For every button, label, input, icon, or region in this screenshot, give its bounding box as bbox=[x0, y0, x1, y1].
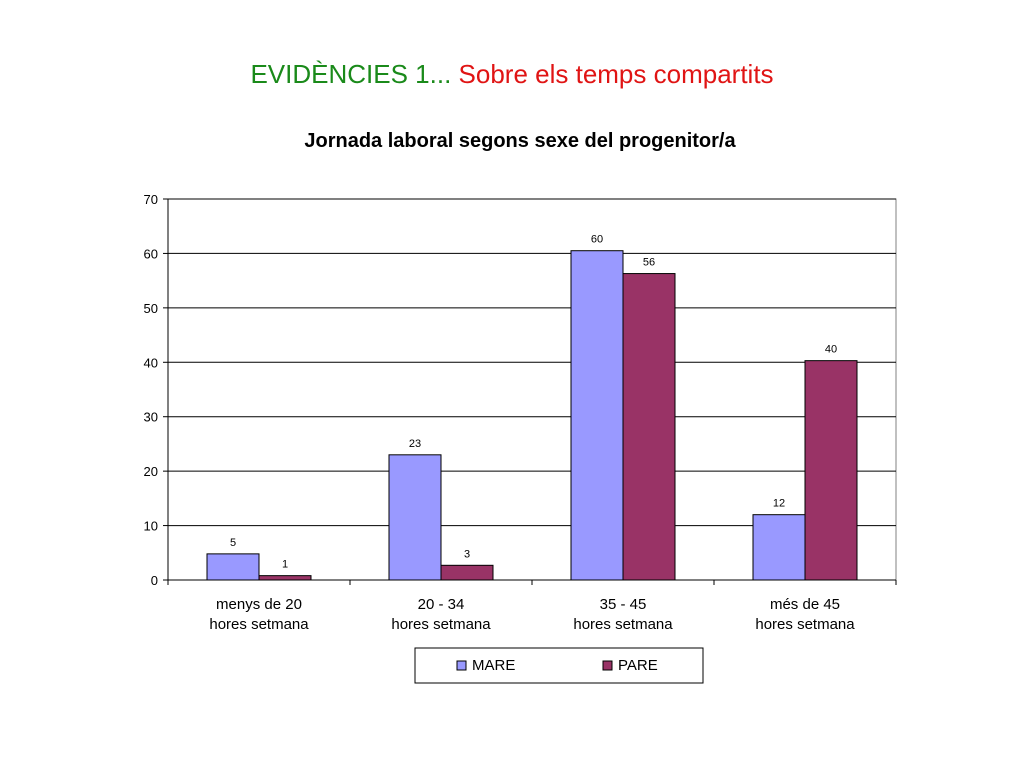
y-tick-label: 10 bbox=[144, 519, 158, 534]
data-label: 23 bbox=[409, 438, 421, 450]
legend-label-mare: MARE bbox=[472, 657, 515, 674]
y-tick-label: 70 bbox=[144, 192, 158, 207]
bar-pare bbox=[622, 273, 676, 581]
data-label: 56 bbox=[643, 257, 655, 269]
chart-title: Jornada laboral segons sexe del progenit… bbox=[304, 130, 736, 152]
bar-mare bbox=[206, 553, 260, 581]
x-category-label: menys de 20 bbox=[216, 596, 302, 613]
x-category-label: hores setmana bbox=[391, 616, 491, 633]
data-label: 1 bbox=[282, 559, 288, 571]
bar-mare bbox=[570, 250, 624, 581]
bar-pare bbox=[258, 575, 312, 581]
y-tick-label: 40 bbox=[144, 355, 158, 370]
bar-pare bbox=[440, 564, 494, 581]
legend-swatch-mare bbox=[456, 660, 467, 671]
slide-title-part1: EVIDÈNCIES 1... bbox=[250, 59, 452, 89]
y-tick-label: 20 bbox=[144, 464, 158, 479]
data-label: 40 bbox=[825, 344, 837, 356]
slide-title: EVIDÈNCIES 1... Sobre els temps comparti… bbox=[0, 56, 1024, 92]
x-category-label: més de 45 bbox=[770, 596, 840, 613]
data-label: 3 bbox=[464, 548, 470, 560]
data-label: 12 bbox=[773, 498, 785, 510]
legend-swatch-pare bbox=[602, 660, 613, 671]
slide-title-part2: Sobre els temps compartits bbox=[458, 59, 774, 89]
data-label: 5 bbox=[230, 537, 236, 549]
x-category-label: hores setmana bbox=[755, 616, 855, 633]
y-tick-label: 30 bbox=[144, 410, 158, 425]
data-label: 60 bbox=[591, 234, 603, 246]
y-tick-label: 50 bbox=[144, 301, 158, 316]
bar-mare bbox=[388, 454, 442, 581]
y-tick-label: 0 bbox=[151, 573, 158, 588]
x-category-label: 20 - 34 bbox=[418, 596, 465, 613]
bar-mare bbox=[752, 514, 806, 581]
y-tick-label: 60 bbox=[144, 246, 158, 261]
x-category-label: hores setmana bbox=[209, 616, 309, 633]
bar-pare bbox=[804, 360, 858, 581]
legend-label-pare: PARE bbox=[618, 657, 658, 674]
x-category-label: 35 - 45 bbox=[600, 596, 647, 613]
x-category-label: hores setmana bbox=[573, 616, 673, 633]
